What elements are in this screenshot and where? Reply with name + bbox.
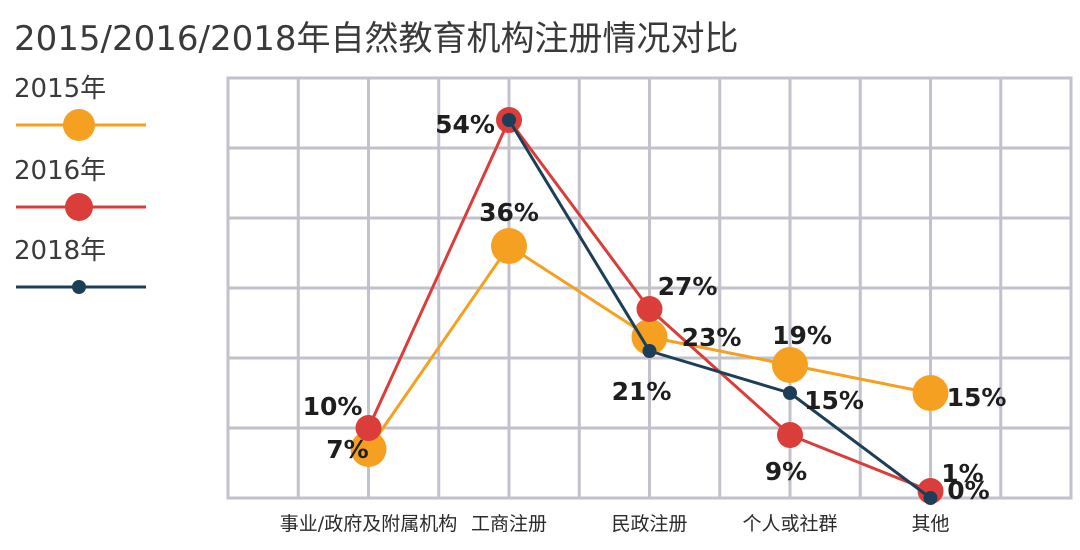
data-point [777, 422, 803, 448]
chart-title: 2015/2016/2018年自然教育机构注册情况对比 [14, 19, 739, 59]
x-tick-label: 个人或社群 [742, 513, 837, 535]
data-point [355, 415, 382, 441]
series-2018年 [502, 113, 938, 505]
data-point [642, 344, 657, 358]
data-label: 21% [612, 377, 672, 406]
data-label: 10% [303, 392, 363, 421]
data-point [923, 491, 938, 505]
legend-marker [65, 193, 93, 221]
data-label: 15% [947, 383, 1007, 412]
data-label: 0% [947, 476, 989, 505]
legend-label: 2018年 [14, 236, 106, 266]
data-label: 7% [326, 435, 368, 464]
data-point [636, 296, 663, 322]
series-2015年 [350, 228, 949, 467]
data-point [783, 386, 797, 400]
data-label: 15% [804, 386, 864, 415]
legend-label: 2015年 [14, 74, 106, 104]
data-point [772, 347, 808, 383]
x-tick-label: 民政注册 [611, 513, 687, 535]
data-point [350, 431, 387, 467]
data-label: 27% [658, 272, 718, 301]
x-tick-label: 事业/政府及附属机构 [280, 513, 457, 535]
x-tick-label: 工商注册 [471, 513, 547, 535]
series-layer [350, 107, 949, 505]
data-point [491, 228, 527, 264]
legend-marker [63, 109, 95, 141]
data-label: 1% [941, 459, 983, 488]
data-labels: 7% 36% 23% 19% 15% 10% 54% 27% 9% 1% 21% 15% 0% [303, 110, 1007, 505]
x-axis-ticks: 事业/政府及附属机构 工商注册 民政注册 个人或社群 其他 [280, 513, 950, 535]
data-label: 23% [682, 323, 742, 352]
data-label: 54% [435, 110, 495, 139]
data-label: 19% [772, 321, 832, 350]
data-point [912, 375, 949, 411]
series-line [507, 119, 932, 500]
legend-marker [72, 280, 86, 294]
data-point [502, 113, 516, 127]
data-label: 36% [479, 198, 539, 227]
legend-label: 2016年 [14, 156, 106, 186]
legend: 2015年 2016年 2018年 [14, 74, 146, 294]
x-tick-label: 其他 [911, 513, 949, 535]
data-label: 9% [765, 457, 807, 486]
data-point [631, 319, 668, 355]
